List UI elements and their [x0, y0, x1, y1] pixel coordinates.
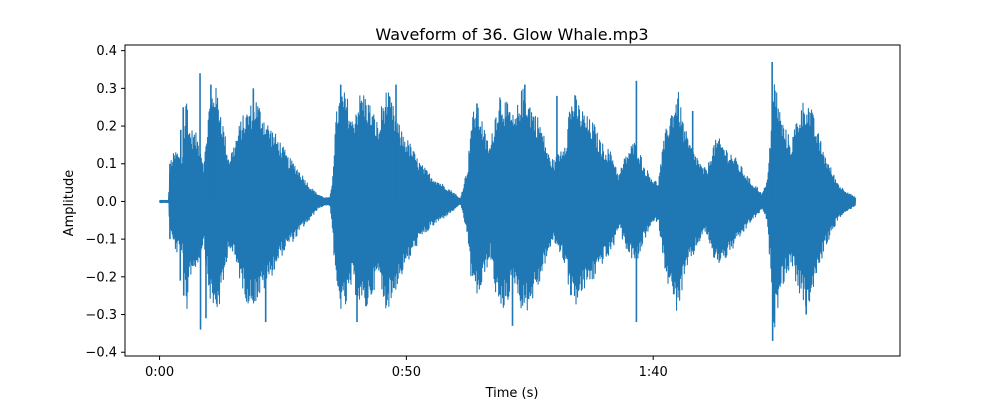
- y-axis-label: Amplitude: [62, 170, 77, 237]
- waveform-series-0: [159, 84, 857, 328]
- y-tick-label: 0.3: [96, 82, 117, 97]
- y-tick-label: −0.3: [85, 308, 117, 323]
- chart-title: Waveform of 36. Glow Whale.mp3: [375, 25, 648, 44]
- y-tick-label: 0.2: [96, 120, 117, 135]
- y-tick-label: −0.4: [85, 346, 117, 361]
- y-tick-label: −0.2: [85, 270, 117, 285]
- plot-area: [159, 61, 857, 341]
- axes-frame: [124, 44, 901, 357]
- x-tick-label: 0:50: [392, 365, 421, 380]
- y-tick-label: 0.4: [96, 44, 117, 59]
- x-tick-label: 1:40: [639, 365, 668, 380]
- x-tick-label: 0:00: [145, 365, 174, 380]
- y-tick-label: 0.0: [96, 195, 117, 210]
- y-tick-label: −0.1: [85, 233, 117, 248]
- axes: 0:00 0:50 1:40 0.4 0.3 0.2 0.1 0.0 −0.1 −0.2 −0.3 −…: [85, 44, 901, 380]
- x-axis-label: Time (s): [485, 386, 539, 400]
- y-tick-label: 0.1: [96, 157, 117, 172]
